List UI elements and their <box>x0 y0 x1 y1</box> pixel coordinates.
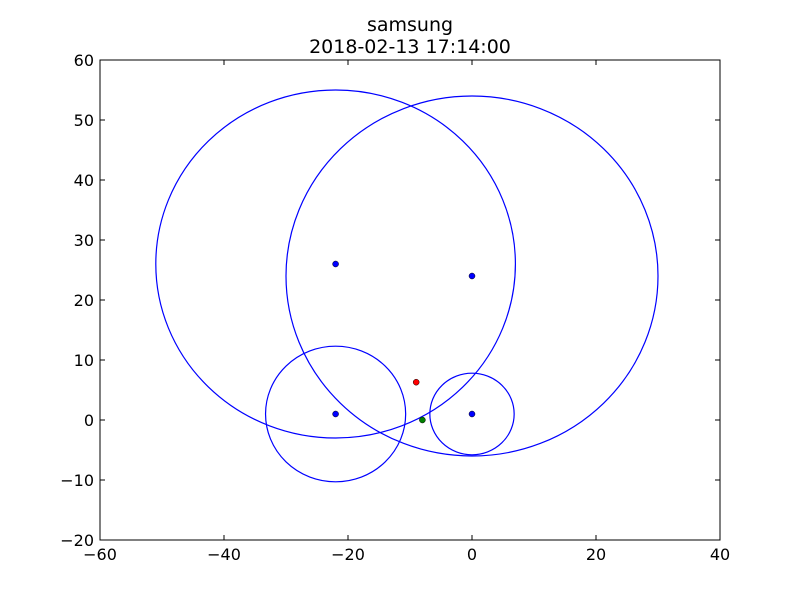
data-point-2 <box>468 272 476 280</box>
range-circle-2 <box>285 95 659 457</box>
chart-title: samsung <box>367 14 453 36</box>
data-point-5 <box>412 378 420 386</box>
ticks: −60 −40 −20 0 20 40 −20 −10 0 10 20 30 40 50 60 <box>60 51 730 564</box>
y-tick-label: −10 <box>60 471 94 490</box>
x-tick-label: 20 <box>586 545 606 564</box>
data-point-4 <box>468 410 476 418</box>
y-tick-label: 20 <box>74 291 94 310</box>
y-tick-label: 0 <box>84 411 94 430</box>
x-tick-label: 0 <box>467 545 477 564</box>
y-tick-label: 50 <box>74 111 94 130</box>
chart-subtitle: 2018-02-13 17:14:00 <box>309 36 511 58</box>
x-tick-label: −20 <box>331 545 365 564</box>
range-circle-4 <box>429 372 515 456</box>
data-point-3 <box>332 410 339 418</box>
x-tick-label: −40 <box>207 545 241 564</box>
y-tick-label: 40 <box>74 171 94 190</box>
y-tick-label: 60 <box>74 51 94 70</box>
range-circle-3 <box>264 345 407 483</box>
plot-content <box>155 89 659 483</box>
y-tick-label: 30 <box>74 231 94 250</box>
y-tick-label: −20 <box>60 531 94 550</box>
x-tick-label: 40 <box>710 545 730 564</box>
range-circle-1 <box>155 89 517 439</box>
data-point-1 <box>332 260 339 268</box>
data-point-6 <box>419 416 426 424</box>
x-tick-label: −60 <box>83 545 117 564</box>
plot-frame <box>99 59 721 541</box>
y-tick-label: 10 <box>74 351 94 370</box>
